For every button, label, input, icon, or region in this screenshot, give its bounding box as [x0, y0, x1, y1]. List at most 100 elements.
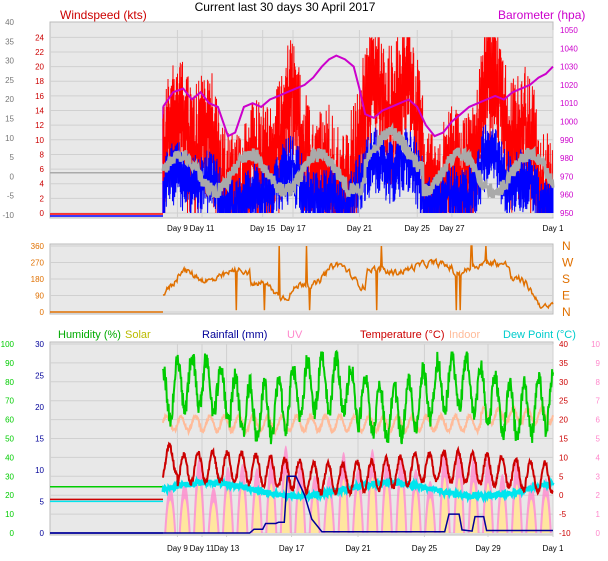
top-x-tick-label: Day 21 — [347, 224, 373, 233]
direction-tick-label: 90 — [35, 292, 44, 301]
temperature-tick-label: 5 — [559, 472, 564, 481]
temperature-tick-label: 15 — [559, 435, 568, 444]
uv-tick-label: 4 — [596, 453, 601, 462]
windspeed-tick-label: 22 — [35, 48, 44, 57]
windspeed-tick-label: 8 — [40, 150, 45, 159]
top-x-tick-label: Day 1 — [543, 224, 564, 233]
windspeed-tick-label: 6 — [40, 165, 45, 174]
temperature-tick-label: -10 — [559, 529, 571, 538]
windspeed-tick-label: 14 — [35, 107, 44, 116]
top-x-tick-label: Day 27 — [439, 224, 465, 233]
humidity-tick-label: 80 — [5, 378, 14, 387]
legend-indoor: Indoor — [449, 329, 481, 341]
top-x-tick-label: Day 25 — [405, 224, 431, 233]
barometer-axis-label: Barometer (hpa) — [498, 8, 585, 22]
solar-daily-area — [252, 489, 261, 533]
solar-daily-area — [325, 495, 334, 533]
top-x-tick-label: Day 9 — [167, 224, 188, 233]
humidity-tick-label: 10 — [5, 510, 14, 519]
direction-tick-label: 180 — [31, 275, 45, 284]
windspeed-tick-label: 0 — [40, 209, 45, 218]
rain-tick-label: 30 — [35, 340, 44, 349]
bottom-x-tick-label: Day 9 — [167, 544, 188, 553]
solar-daily-area — [498, 493, 507, 533]
direction-series-layer — [50, 245, 554, 313]
barometer-tick-label: 990 — [560, 136, 574, 145]
solar-daily-area — [238, 487, 247, 533]
top-x-tick-label: Day 11 — [190, 224, 215, 233]
humidity-tick-label: 40 — [5, 453, 14, 462]
uv-tick-label: 3 — [596, 472, 601, 481]
outer-tick-label: -5 — [7, 192, 15, 201]
solar-daily-area — [180, 498, 189, 533]
uv-tick-label: 0 — [596, 529, 601, 538]
bottom-x-tick-label: Day 13 — [214, 544, 240, 553]
outer-tick-label: 15 — [5, 115, 14, 124]
legend-uv: UV — [287, 329, 303, 341]
outer-tick-label: 30 — [5, 57, 14, 66]
direction-tick-label: 360 — [31, 242, 45, 251]
rain-tick-label: 0 — [40, 529, 45, 538]
solar-daily-area — [527, 499, 536, 533]
outer-tick-label: 20 — [5, 95, 14, 104]
barometer-tick-label: 1000 — [560, 118, 578, 127]
compass-label: W — [562, 256, 574, 270]
legend-solar: Solar — [125, 329, 151, 341]
outer-tick-label: 40 — [5, 18, 14, 27]
bottom-x-tick-label: Day 17 — [279, 544, 305, 553]
compass-label: N — [562, 305, 571, 319]
compass-label: N — [562, 239, 571, 253]
windspeed-tick-label: 16 — [35, 92, 44, 101]
bottom-x-tick-label: Day 29 — [475, 544, 501, 553]
solar-daily-area — [411, 490, 420, 533]
outer-tick-label: 25 — [5, 76, 14, 85]
windspeed-tick-label: 10 — [35, 136, 44, 145]
bottom-x-tick-label: Day 1 — [543, 544, 564, 553]
temperature-tick-label: 30 — [559, 378, 568, 387]
legend-dewpoint: Dew Point (°C) — [503, 329, 576, 341]
humidity-tick-label: 100 — [1, 340, 15, 349]
humidity-tick-label: 0 — [10, 529, 15, 538]
outer-tick-label: 35 — [5, 37, 14, 46]
outer-tick-label: 0 — [10, 172, 15, 181]
uv-tick-label: 2 — [596, 491, 601, 500]
outer-tick-label: -10 — [2, 211, 14, 220]
uv-tick-label: 10 — [591, 340, 600, 349]
solar-daily-area — [368, 477, 377, 533]
solar-daily-area — [195, 483, 204, 533]
temperature-tick-label: 40 — [559, 340, 568, 349]
barometer-tick-label: 1050 — [560, 26, 578, 35]
windspeed-tick-label: 12 — [35, 121, 44, 130]
temperature-tick-label: 20 — [559, 416, 568, 425]
temperature-tick-label: 10 — [559, 453, 568, 462]
uv-tick-label: 8 — [596, 378, 601, 387]
solar-daily-area — [224, 488, 232, 533]
barometer-tick-label: 980 — [560, 154, 574, 163]
windspeed-tick-label: 20 — [35, 63, 44, 72]
solar-daily-area — [209, 502, 218, 533]
barometer-tick-label: 1020 — [560, 81, 578, 90]
top-x-tick-label: Day 15 — [250, 224, 276, 233]
rain-tick-label: 5 — [40, 498, 45, 507]
solar-daily-area — [426, 498, 435, 533]
windspeed-tick-label: 2 — [40, 194, 45, 203]
barometer-series — [162, 54, 554, 138]
humidity-tick-label: 20 — [5, 491, 14, 500]
solar-daily-area — [541, 496, 550, 533]
barometer-tick-label: 970 — [560, 172, 574, 181]
outer-tick-label: 5 — [10, 153, 15, 162]
direction-tick-label: 0 — [40, 308, 45, 317]
weather-series-layer — [50, 349, 555, 534]
windspeed-tick-label: 24 — [35, 33, 44, 42]
temperature-tick-label: 0 — [559, 491, 564, 500]
wind-series-layer — [50, 37, 555, 217]
uv-tick-label: 5 — [596, 435, 601, 444]
solar-daily-area — [397, 481, 406, 533]
chart-title: Current last 30 days 30 April 2017 — [195, 0, 376, 14]
rain-tick-label: 15 — [35, 435, 44, 444]
barometer-tick-label: 950 — [560, 209, 574, 218]
wind-average-series — [162, 124, 554, 214]
windspeed-axis-label: Windspeed (kts) — [60, 8, 147, 22]
humidity-tick-label: 60 — [5, 416, 14, 425]
